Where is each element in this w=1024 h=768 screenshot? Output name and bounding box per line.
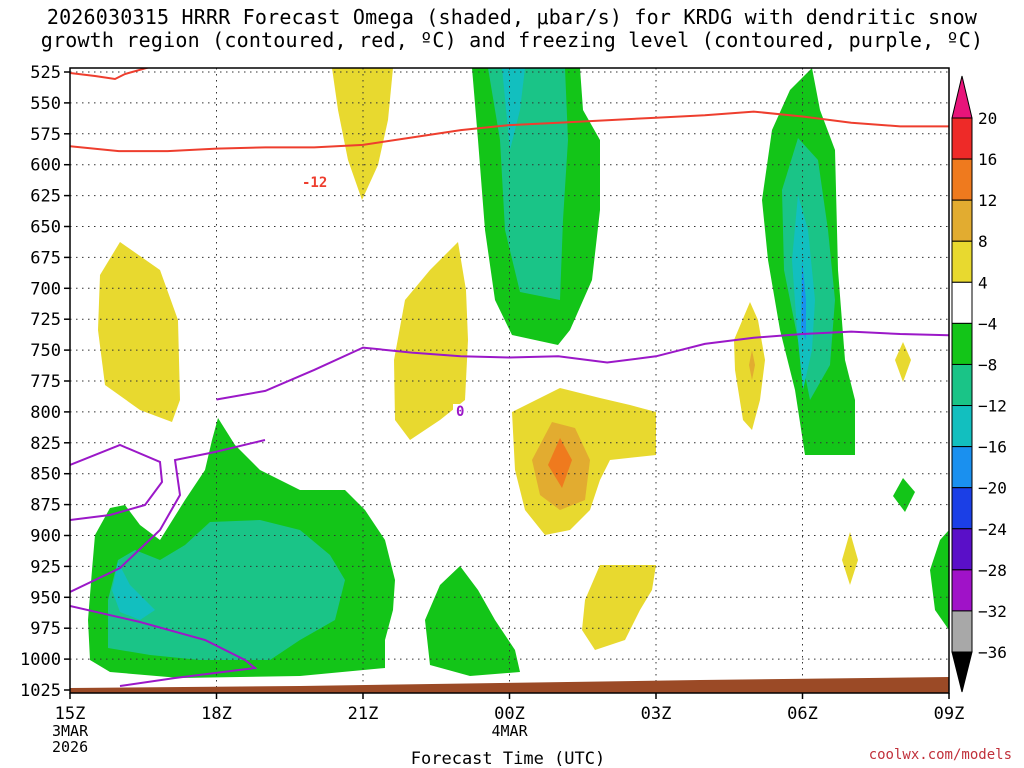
freezing-level-loop-upper	[70, 443, 164, 521]
y-tick-label: 725	[30, 310, 61, 330]
dgz-contour-extension	[70, 68, 151, 81]
colorbar-swatch	[951, 446, 973, 489]
dgz-label-bg	[300, 175, 330, 189]
colorbar-label: −4	[978, 314, 997, 333]
omega-region-low-level-ascent-core	[108, 520, 345, 660]
colorbar-label: 8	[978, 232, 988, 251]
chart-title-line-1: 2026030315 HRRR Forecast Omega (shaded, …	[46, 5, 978, 29]
chart-title-line-2: growth region (contoured, red, ºC) and f…	[40, 28, 984, 52]
colorbar-label: 4	[978, 273, 988, 292]
y-tick-label: 700	[30, 279, 61, 299]
colorbar-swatch	[951, 610, 973, 653]
omega-shading	[88, 68, 949, 678]
colorbar-label: −24	[978, 520, 1007, 539]
dgz-label: -12	[302, 175, 327, 191]
omega-region-00z-low-ascent	[425, 566, 520, 676]
y-tick-label: 775	[30, 372, 61, 392]
colorbar-label: −28	[978, 561, 1007, 580]
colorbar-top-arrow	[951, 75, 973, 119]
colorbar-swatch	[951, 117, 973, 160]
freezing-level-loop-inner	[70, 439, 266, 593]
omega-region-low-level-cyan	[112, 562, 155, 620]
omega-region-08z-ascent	[893, 478, 915, 512]
colorbar-label: −20	[978, 479, 1007, 498]
omega-region-00z-cyan-core	[502, 68, 525, 150]
y-tick-label: 600	[30, 156, 61, 176]
x-axis-title: Forecast Time (UTC)	[411, 749, 605, 768]
chart-title: 2026030315 HRRR Forecast Omega (shaded, …	[0, 6, 1024, 52]
contour-labels: -12 0	[300, 175, 467, 420]
colorbar-swatch	[951, 322, 973, 365]
x-tick-sublabel: 3MAR	[52, 722, 89, 740]
colorbar-label: 12	[978, 191, 997, 210]
colorbar-label: 16	[978, 150, 997, 169]
colorbar-swatch	[951, 487, 973, 530]
freezing-level-contour	[216, 330, 949, 401]
y-tick-label: 525	[30, 63, 61, 83]
y-tick-label: 1025	[20, 681, 61, 701]
colorbar-swatch	[951, 405, 973, 448]
credit-text: coolwx.com/models	[869, 747, 1012, 763]
freezing-label-bg	[453, 404, 467, 418]
y-tick-label: 950	[30, 588, 61, 608]
colorbar-swatch	[951, 158, 973, 201]
colorbar-swatch	[951, 363, 973, 407]
x-tick-label: 21Z	[348, 704, 379, 724]
y-tick-label: 875	[30, 496, 61, 516]
x-tick-label: 00Z	[494, 704, 525, 724]
omega-region-01z-subsidence-core	[548, 438, 572, 488]
colorbar-label: −16	[978, 438, 1007, 457]
y-tick-label: 550	[30, 94, 61, 114]
x-tick-label: 15Z	[55, 704, 86, 724]
omega-region-05z-warm-core	[749, 350, 755, 380]
colorbar-swatch	[951, 569, 973, 612]
ground-terrain	[70, 677, 949, 693]
y-tick-label: 675	[30, 248, 61, 268]
y-tick-label: 825	[30, 434, 61, 454]
y-tick-label: 900	[30, 527, 61, 547]
x-tick-label: 03Z	[641, 704, 672, 724]
omega-region-08z-warm	[895, 342, 911, 382]
omega-region-early-warm-700	[98, 242, 180, 422]
y-tick-label: 800	[30, 403, 61, 423]
colorbar-label: −36	[978, 643, 1007, 662]
colorbar-label: 20	[978, 109, 997, 128]
y-tick-label: 625	[30, 187, 61, 207]
freezing-label: 0	[456, 404, 464, 420]
x-tick-sublabel: 2026	[52, 738, 88, 756]
y-tick-label: 975	[30, 619, 61, 639]
y-tick-label: 750	[30, 341, 61, 361]
y-tick-label: 925	[30, 557, 61, 577]
plot-area	[70, 68, 949, 693]
contours	[70, 68, 949, 687]
colorbar-swatch	[951, 199, 973, 242]
y-tick-label: 575	[30, 125, 61, 145]
y-tick-label: 650	[30, 218, 61, 238]
colorbar-label: −12	[978, 397, 1007, 416]
colorbar-swatch	[951, 240, 973, 283]
omega-region-07z-warm	[842, 532, 858, 585]
y-axis: 525 550 575 600 625 650 675 700 725 750 775 800 825 8…	[20, 63, 70, 701]
x-tick-label: 09Z	[934, 704, 965, 724]
colorbar-label: −32	[978, 602, 1007, 621]
x-tick-label: 18Z	[201, 704, 232, 724]
omega-region-09z-ascent	[930, 530, 949, 630]
omega-region-21z-warm	[394, 242, 468, 440]
y-tick-label: 1000	[20, 650, 61, 670]
freezing-level-loop-lower	[70, 605, 258, 687]
colorbar: 20 16 12 8 4 −4 −8 −12 −16 −20 −24 −28 −32 −36	[951, 75, 1007, 693]
dgz-contour-minus12	[70, 110, 949, 153]
omega-region-02z-warm	[582, 565, 656, 650]
colorbar-label: −8	[978, 355, 997, 374]
x-tick-label: 06Z	[787, 704, 818, 724]
colorbar-swatch	[951, 528, 973, 571]
x-tick-sublabel: 4MAR	[492, 722, 529, 740]
colorbar-bottom-arrow	[951, 651, 973, 693]
y-tick-label: 850	[30, 465, 61, 485]
colorbar-swatch	[951, 281, 973, 324]
